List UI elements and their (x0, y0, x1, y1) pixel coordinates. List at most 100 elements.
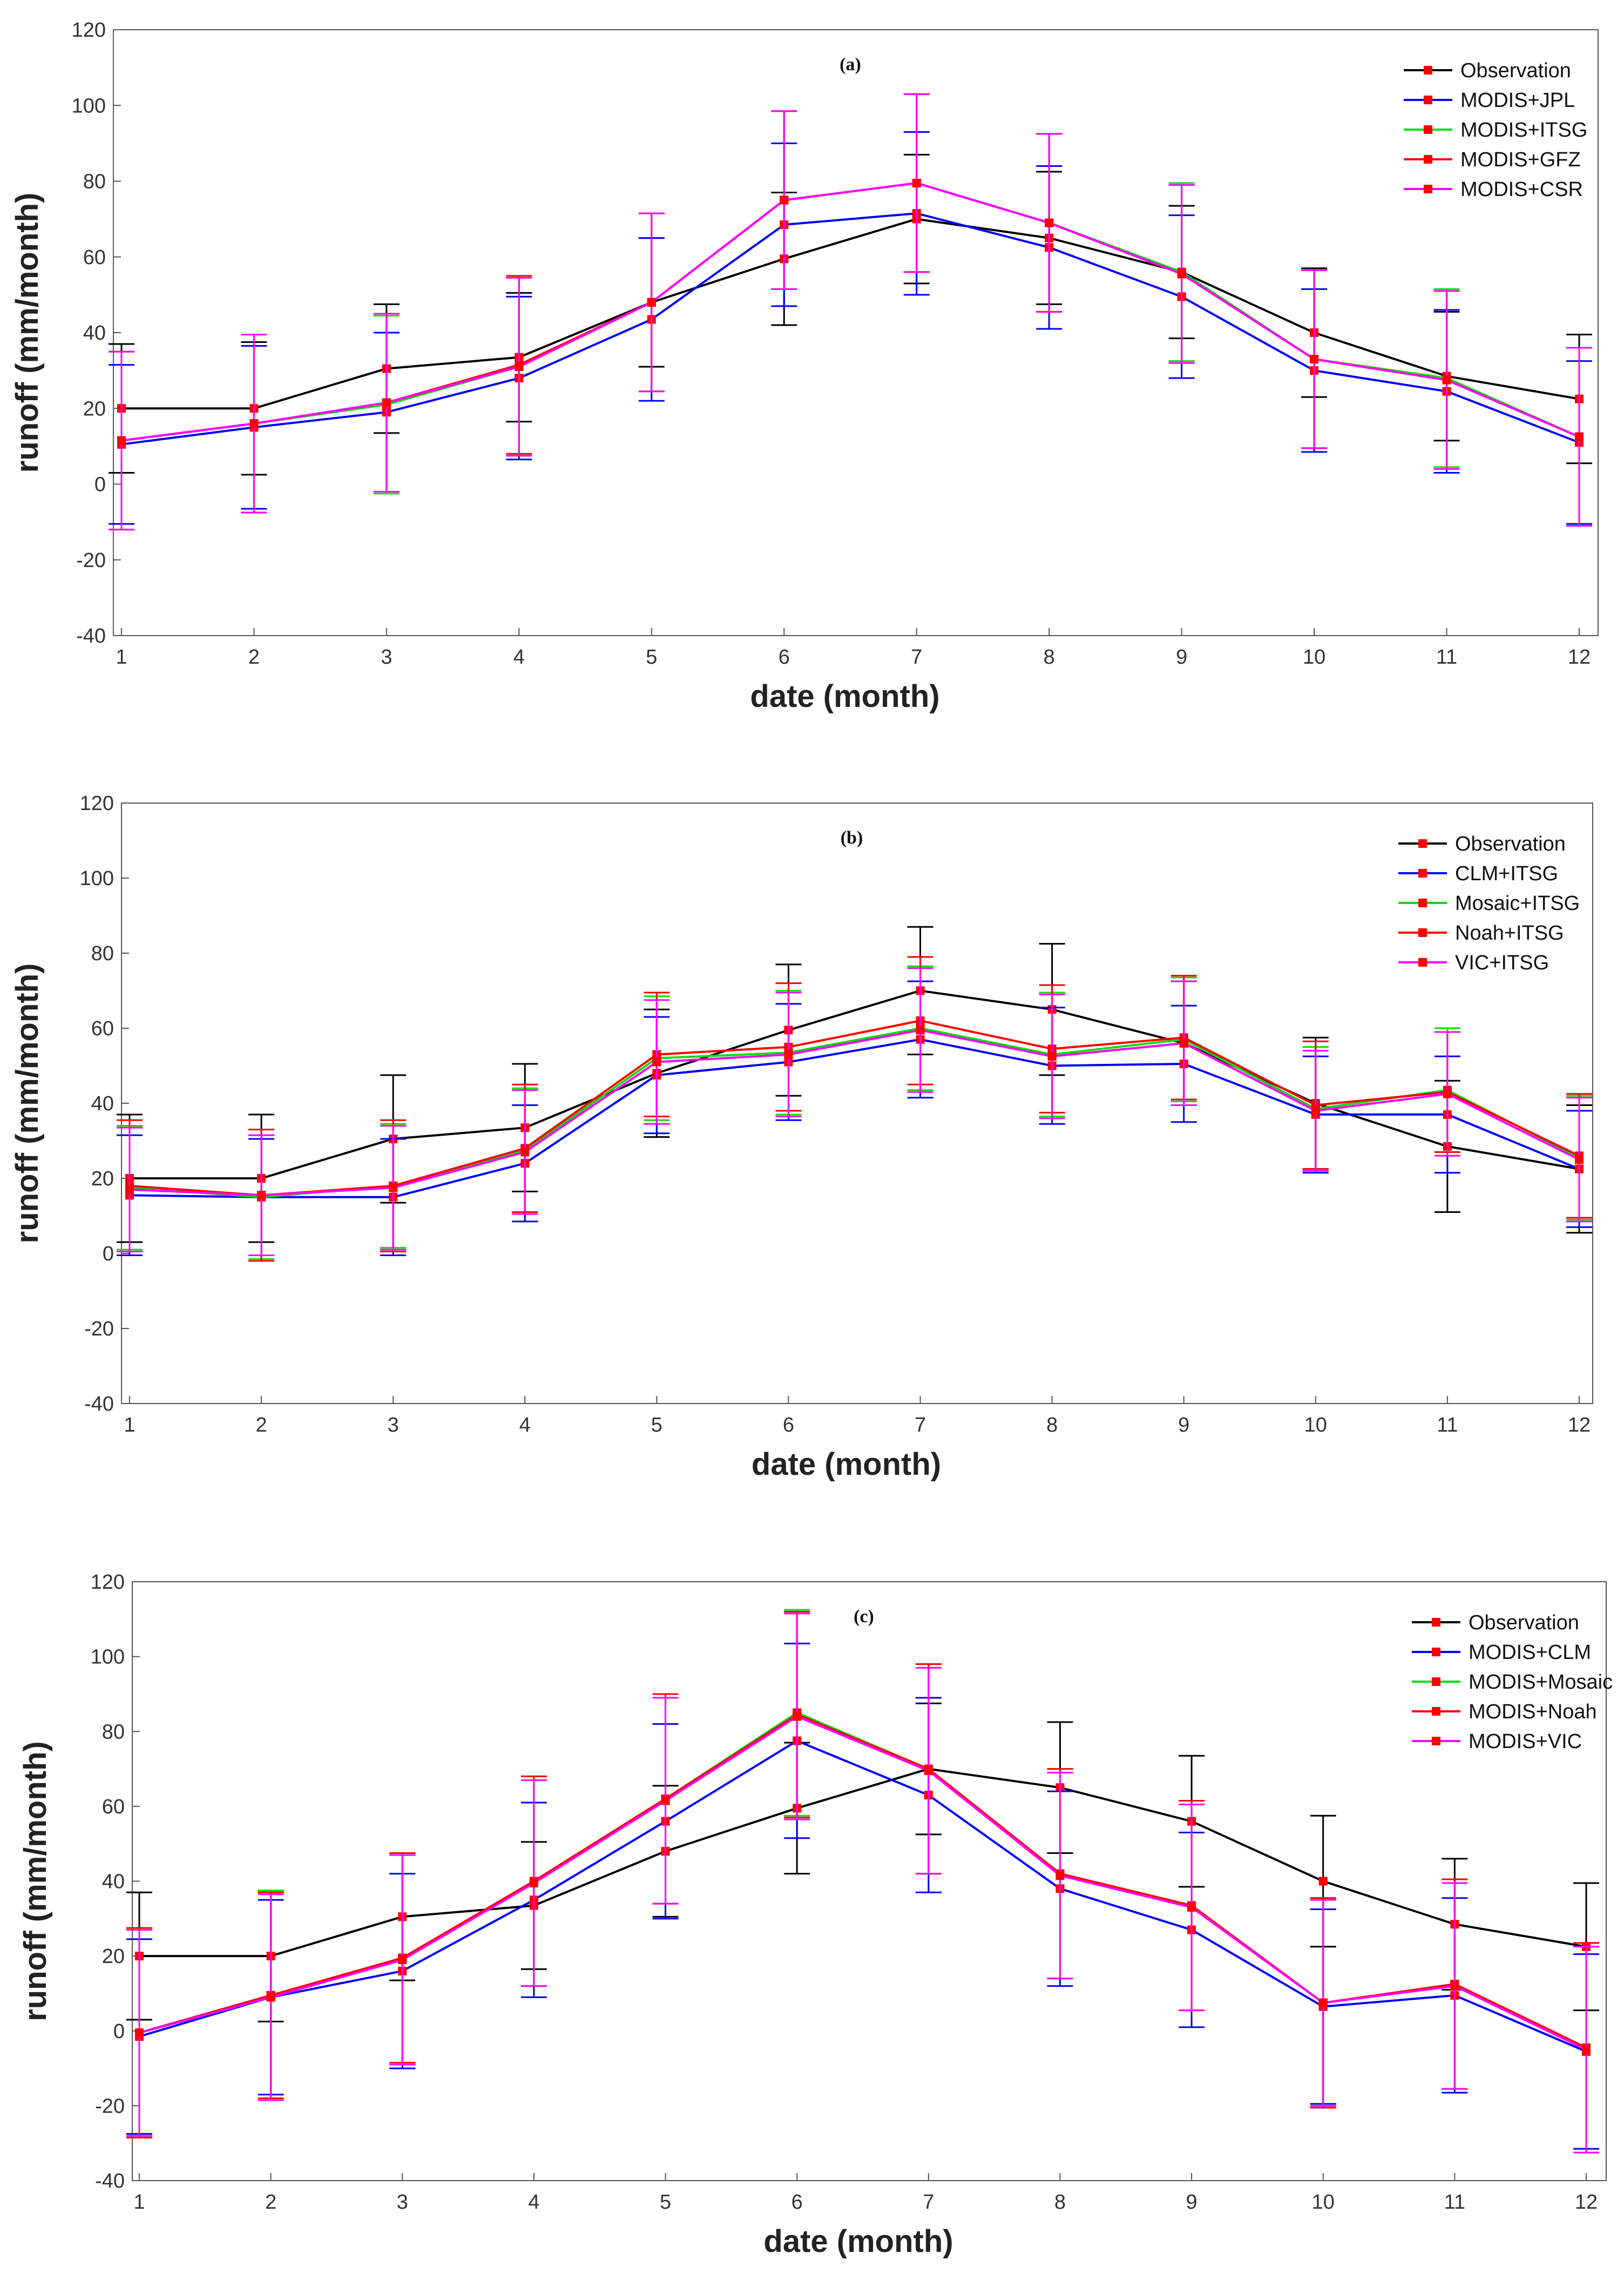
panel-c-y-tick-label: 100 (91, 1646, 125, 1669)
legend-swatch-marker (1432, 1618, 1440, 1627)
legend-swatch-marker (1424, 155, 1432, 164)
panel-b-x-tick-label: 5 (651, 1414, 662, 1436)
panel-b-x-tick-label: 3 (388, 1414, 399, 1436)
panel-a-y-tick-label: 60 (83, 246, 106, 269)
panel-a-x-tick-label: 9 (1176, 646, 1187, 669)
panel-b-x-tick-label: 4 (519, 1414, 531, 1436)
legend-item: MODIS+ITSG (1404, 119, 1587, 141)
panel-a-x-tick-label: 12 (1568, 646, 1591, 669)
legend-item: MODIS+Mosaic (1412, 1671, 1613, 1694)
data-point (1045, 218, 1054, 227)
panel-a-y-tick-label: 120 (72, 19, 106, 42)
panel-c-series-modis-clm (126, 1642, 1599, 2150)
legend-swatch-marker (1418, 839, 1427, 848)
panel-a-x-tick-label: 1 (116, 646, 127, 669)
panel-c-x-tick-label: 9 (1186, 2191, 1197, 2214)
panel-b-x-tick-label: 7 (915, 1414, 926, 1436)
panel-c-y-tick-label: 40 (102, 1871, 125, 1893)
legend-swatch-marker (1418, 869, 1427, 878)
panel-b-y-tick-label: 60 (91, 1017, 114, 1040)
data-point (1177, 269, 1186, 279)
data-point (257, 1191, 266, 1200)
legend-label: MODIS+Mosaic (1469, 1671, 1613, 1694)
legend-swatch-marker (1424, 185, 1432, 193)
panel-c-x-tick-label: 10 (1312, 2191, 1335, 2214)
panel-c-y-tick-label: 0 (113, 2020, 125, 2043)
series-line (129, 1038, 1580, 1198)
panel-c-plot-frame (132, 1581, 1607, 2181)
panel-c-x-tick-label: 1 (133, 2191, 145, 2214)
panel-c-y-tick-label: 80 (102, 1721, 125, 1743)
legend-swatch-marker (1424, 96, 1432, 104)
panel-c-series-modis-mosaic (126, 1609, 1599, 2154)
panel-a-x-tick-label: 6 (779, 646, 790, 669)
panel-b-y-tick-label: 100 (80, 867, 114, 890)
panel-a-y-tick-label: 0 (94, 474, 106, 496)
data-point (793, 1712, 802, 1721)
panel-a-title: (a) (840, 55, 861, 75)
legend-label: CLM+ITSG (1455, 862, 1558, 885)
panel-c-x-tick-label: 8 (1054, 2191, 1066, 2214)
legend-swatch-marker (1424, 125, 1432, 134)
legend-item: MODIS+CLM (1412, 1641, 1591, 1664)
data-point (515, 362, 524, 372)
panel-b-y-tick-label: -20 (84, 1318, 114, 1340)
legend-item: Noah+ITSG (1398, 922, 1564, 945)
legend-item: Mosaic+ITSG (1398, 892, 1580, 915)
data-point (1047, 1052, 1057, 1061)
series-line (121, 212, 1580, 446)
data-point (1318, 1998, 1328, 2007)
panel-b-x-tick-label: 9 (1178, 1414, 1189, 1436)
data-point (1582, 2045, 1591, 2054)
data-point (647, 298, 656, 307)
data-point (1311, 1106, 1320, 1115)
panel-a-y-tick-label: 20 (83, 397, 106, 420)
panel-a-y-tick-label: -20 (76, 549, 106, 572)
series-line (121, 181, 1580, 442)
panel-a-x-tick-label: 3 (381, 646, 392, 669)
legend-swatch-marker (1418, 899, 1427, 907)
data-point (1443, 1089, 1452, 1098)
legend-label: VIC+ITSG (1455, 952, 1549, 974)
panel-a-x-tick-label: 11 (1436, 646, 1457, 669)
panel-a-y-tick-label: -40 (76, 625, 106, 647)
panel-c-x-tick-label: 7 (923, 2191, 934, 2214)
legend-label: MODIS+GFZ (1460, 149, 1581, 171)
series-line (139, 1739, 1587, 2053)
panel-c-x-tick-label: 3 (397, 2191, 408, 2214)
panel-a-series-modis-csr (109, 93, 1592, 531)
panel-b-legend: Observation CLM+ITSG Mosaic+ITSG Noah+ITSG V… (1398, 833, 1580, 974)
panel-b-series-observation (117, 926, 1592, 1243)
legend-label: MODIS+JPL (1460, 89, 1575, 112)
data-point (780, 195, 789, 205)
legend-label: MODIS+Noah (1469, 1701, 1597, 1723)
legend-swatch-marker (1432, 1707, 1440, 1716)
panel-b-y-axis-title: runoff (mm/month) (10, 963, 45, 1244)
panel-c-x-tick-label: 11 (1444, 2191, 1465, 2214)
panel-a-y-tick-label: 100 (72, 95, 106, 117)
legend-label: MODIS+CLM (1469, 1641, 1591, 1664)
data-point (1187, 1903, 1196, 1912)
data-point (1055, 1871, 1065, 1880)
panel-a-x-tick-label: 10 (1303, 646, 1325, 669)
data-point (389, 1183, 398, 1192)
panel-b-x-tick-label: 11 (1437, 1414, 1458, 1436)
panel-a-legend: Observation MODIS+JPL MODIS+ITSG MODIS+GFZ M… (1404, 59, 1587, 201)
legend-label: Observation (1469, 1611, 1579, 1634)
panel-b-x-axis-title: date (month) (752, 1447, 941, 1482)
panel-b-series-clm-itsg (117, 980, 1592, 1256)
data-point (382, 398, 391, 407)
legend-swatch-marker (1432, 1648, 1440, 1656)
panel-b-x-tick-label: 10 (1304, 1414, 1327, 1436)
panel-c-series-modis-noah (126, 1610, 1599, 2154)
panel-a-x-tick-label: 2 (248, 646, 260, 669)
panel-b-x-tick-label: 6 (783, 1414, 794, 1436)
panel-a-y-axis-title: runoff (mm/month) (10, 193, 45, 473)
panel-b-y-tick-label: 20 (91, 1168, 114, 1190)
panel-c-x-tick-label: 6 (791, 2191, 803, 2214)
legend-item: VIC+ITSG (1398, 952, 1549, 974)
panel-c-x-axis-title: date (month) (763, 2224, 953, 2259)
